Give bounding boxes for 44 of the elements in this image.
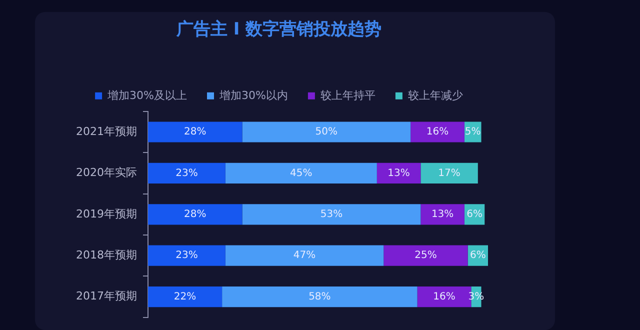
- y-tick-label: 2020年实际: [76, 166, 137, 180]
- bar: [225, 162, 377, 184]
- y-tick-label: 2018年预期: [76, 248, 137, 262]
- data-label: 50%: [315, 126, 338, 138]
- data-label: 16%: [433, 291, 456, 302]
- data-label: 25%: [414, 250, 437, 262]
- legend-label: 较上年持平: [320, 88, 376, 102]
- y-tick-label: 2021年预期: [76, 124, 137, 138]
- data-label: 28%: [184, 126, 206, 138]
- bar: [420, 162, 478, 184]
- bar: [148, 286, 222, 308]
- bar: [225, 245, 384, 266]
- data-label: 5%: [464, 126, 481, 138]
- bar: [148, 162, 226, 184]
- y-tick-label: 2017年预期: [76, 290, 137, 303]
- data-label: 13%: [388, 168, 410, 179]
- bar: [420, 204, 464, 225]
- bar: [148, 122, 242, 142]
- data-label: 58%: [308, 291, 331, 302]
- bar: [384, 245, 468, 266]
- chart-title: 广告主 I 数字营销投放趋势: [175, 20, 382, 40]
- y-tick-label: 2019年预期: [76, 207, 137, 220]
- bar: [242, 204, 421, 225]
- bar: [410, 122, 464, 142]
- data-label: 45%: [290, 168, 312, 179]
- data-label: 13%: [431, 208, 454, 220]
- data-label: 47%: [293, 250, 316, 262]
- data-label: 28%: [184, 208, 206, 220]
- data-label: 6%: [466, 208, 482, 220]
- bar: [148, 204, 242, 225]
- bar: [376, 162, 421, 184]
- bar: [242, 122, 411, 142]
- data-label: 23%: [176, 168, 198, 179]
- data-label: 53%: [320, 208, 343, 220]
- bar: [148, 245, 226, 266]
- data-label: 23%: [176, 250, 198, 262]
- legend-label: 增加30%以内: [218, 88, 288, 102]
- bar: [222, 286, 418, 308]
- legend-label: 较上年减少: [408, 88, 463, 102]
- data-label: 17%: [438, 168, 460, 179]
- legend-label: 增加30%及以上: [106, 88, 188, 102]
- data-label: 16%: [426, 126, 449, 138]
- data-label: 6%: [470, 250, 486, 262]
- data-label: 22%: [174, 291, 196, 302]
